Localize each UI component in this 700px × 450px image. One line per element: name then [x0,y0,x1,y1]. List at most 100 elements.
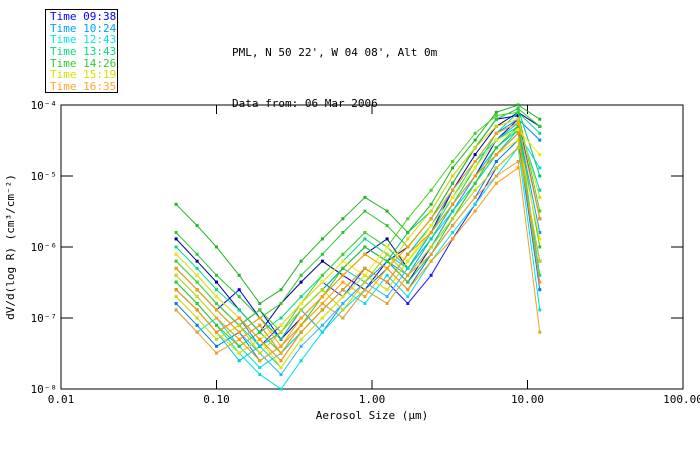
marker [195,273,199,277]
plot-subtitle: Data from: 06 Mar 2006 [232,97,378,110]
marker [320,237,324,241]
marker [429,245,433,249]
marker [451,160,455,163]
marker [516,160,520,163]
marker [195,295,199,299]
marker [299,316,303,320]
marker [429,209,433,213]
marker [473,131,477,135]
marker [363,245,367,249]
marker [195,266,199,270]
marker [473,153,477,157]
marker [406,266,410,270]
marker [494,131,498,135]
series-markers [174,124,542,348]
marker [320,316,324,320]
marker [237,344,241,348]
marker [451,166,455,170]
marker [538,124,542,128]
marker [258,359,262,363]
marker [385,266,389,270]
series-markers [174,131,542,363]
marker [538,280,542,284]
marker [195,288,199,292]
series-line [175,108,541,319]
marker [363,231,367,234]
marker [538,273,542,277]
marker [494,174,498,178]
marker [516,121,520,125]
marker [363,209,367,213]
marker [473,188,477,192]
marker [451,202,455,206]
marker [174,295,178,299]
marker [494,146,498,150]
series-markers [174,121,542,348]
marker [473,146,477,150]
marker [473,138,477,142]
marker [237,273,241,277]
marker [237,295,241,299]
marker [363,195,367,199]
series-line [175,122,541,348]
series-markers [195,128,520,341]
series-line [175,132,541,362]
series-line [216,115,519,341]
marker [258,337,262,341]
series-line [216,167,519,354]
plot-frame [60,104,684,390]
series-markers [174,121,542,348]
marker [385,224,389,228]
marker [494,124,498,128]
marker [473,195,477,199]
marker [279,344,283,348]
marker [406,302,410,305]
marker [195,323,199,327]
marker [237,308,241,312]
marker [385,288,389,292]
marker [341,266,345,270]
marker [174,288,178,292]
marker [538,259,542,263]
marker [237,316,241,320]
marker [215,344,218,348]
marker [516,107,520,111]
marker [174,252,178,256]
marker [538,330,542,334]
marker [406,280,410,284]
marker [341,273,345,277]
marker [341,259,345,263]
marker [473,181,477,185]
marker [299,280,303,284]
marker [174,237,178,241]
marker [195,224,199,228]
marker [538,188,542,192]
marker [341,231,345,234]
marker [494,114,498,118]
marker [494,110,498,114]
marker [538,195,542,199]
marker [473,174,477,178]
marker [538,153,542,157]
marker [299,302,303,305]
marker [174,280,178,284]
marker [237,351,241,355]
marker [258,366,262,370]
marker [473,160,477,163]
marker [195,308,199,312]
marker [237,359,241,363]
marker [406,237,410,241]
marker [385,302,389,305]
marker [258,330,262,334]
marker [320,295,324,299]
marker [320,302,324,305]
marker [279,323,283,327]
y-tick-label: 10⁻⁶ [31,241,58,254]
marker [429,237,433,241]
marker [279,316,283,320]
y-tick-label: 10⁻⁸ [31,383,58,396]
marker [237,288,241,292]
marker [341,308,345,312]
marker [363,273,367,277]
